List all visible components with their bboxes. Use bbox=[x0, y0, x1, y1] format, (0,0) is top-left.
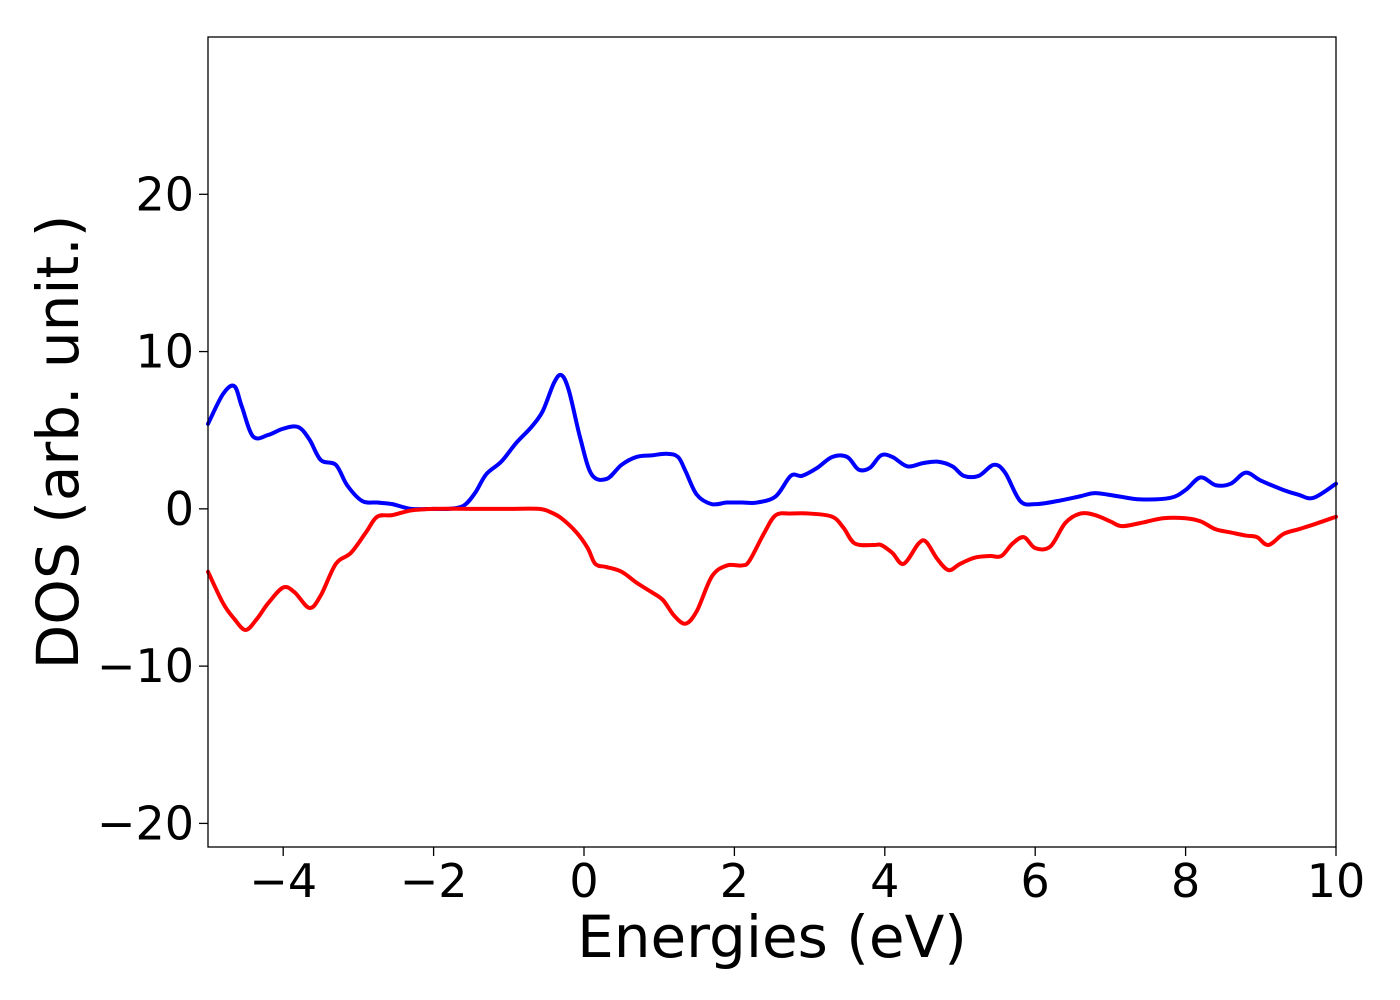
y-axis: −20 −10 0 10 20 bbox=[97, 167, 208, 850]
y-axis-title: DOS (arb. unit.) bbox=[24, 215, 92, 670]
y-tick-label: −10 bbox=[97, 639, 194, 693]
y-tick-label: 20 bbox=[135, 167, 194, 221]
series-layer bbox=[206, 372, 1338, 632]
x-tick-label: 0 bbox=[569, 854, 598, 908]
x-tick-label: 4 bbox=[870, 854, 899, 908]
x-tick-label: 6 bbox=[1021, 854, 1050, 908]
dos-series-2-line bbox=[206, 506, 1338, 632]
x-tick-label: −4 bbox=[249, 854, 317, 908]
x-tick-label: −2 bbox=[400, 854, 468, 908]
plot-area bbox=[208, 37, 1336, 847]
x-tick-label: 10 bbox=[1307, 854, 1366, 908]
y-tick-label: −20 bbox=[97, 796, 194, 850]
x-tick-label: 8 bbox=[1171, 854, 1200, 908]
x-tick-label: 2 bbox=[720, 854, 749, 908]
x-axis-title: Energies (eV) bbox=[577, 903, 967, 971]
plot-frame bbox=[207, 36, 1337, 848]
dos-series-1-line bbox=[206, 372, 1338, 512]
y-tick-label: 10 bbox=[135, 325, 194, 379]
y-tick-label: 0 bbox=[165, 482, 194, 536]
x-axis: −4 −2 0 2 4 6 8 10 bbox=[249, 847, 1365, 908]
